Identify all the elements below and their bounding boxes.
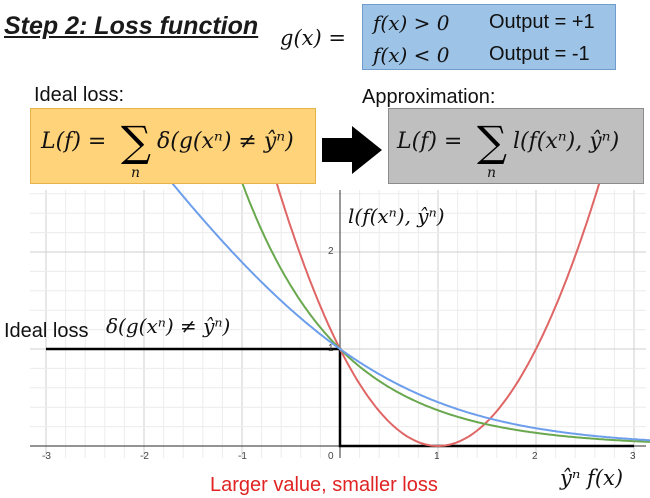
case-negative-cond: f(x) < 0 — [373, 43, 450, 67]
case-negative-output: Output = -1 — [489, 43, 590, 65]
plot-series — [46, 169, 650, 448]
logistic-loss-curve — [160, 169, 650, 442]
plot-grid — [30, 190, 646, 458]
y-tick-label: 2 — [328, 246, 334, 257]
ideal-loss-axis-math: δ(g(xⁿ) ≠ ŷⁿ) — [106, 314, 231, 338]
x-tick-label: -3 — [42, 451, 51, 462]
ideal-loss-step — [46, 347, 634, 448]
x-tick-label: 1 — [434, 451, 440, 462]
approx-formula-lhs: L(f) = — [397, 129, 463, 154]
x-tick-label: 0 — [328, 451, 334, 462]
ideal-loss-formula-box: L(f) = ∑ n δ(g(xⁿ) ≠ ŷⁿ) — [30, 108, 316, 184]
exp-loss-curve — [237, 171, 650, 443]
ideal-formula-rhs: δ(g(xⁿ) ≠ ŷⁿ) — [157, 129, 294, 154]
approximation-label: Approximation: — [362, 86, 496, 108]
case-positive-cond: f(x) > 0 — [373, 11, 450, 35]
approx-loss-formula-box: L(f) = ∑ n l(f(xⁿ), ŷⁿ) — [388, 108, 644, 184]
case-positive: f(x) > 0 Output = +1 — [373, 11, 595, 35]
x-tick-label: 3 — [630, 451, 636, 462]
approx-formula-rhs: l(f(xⁿ), ŷⁿ) — [513, 129, 620, 154]
ideal-loss-axis-label: Ideal loss — [4, 320, 89, 342]
square-loss-curve — [272, 171, 604, 447]
ideal-formula-sub: n — [131, 165, 141, 181]
case-negative: f(x) < 0 Output = -1 — [373, 43, 590, 67]
g-definition-lhs: g(x) = — [280, 26, 346, 50]
right-arrow-icon — [322, 126, 382, 174]
ideal-formula-sigma: ∑ — [121, 117, 151, 166]
approx-formula-sigma: ∑ — [477, 117, 507, 166]
bottom-caption: Larger value, smaller loss — [210, 474, 438, 496]
page-title: Step 2: Loss function — [4, 12, 259, 40]
y-tick-label: 1 — [328, 343, 334, 354]
x-tick-label: -2 — [140, 451, 149, 462]
approx-formula-sub: n — [487, 165, 497, 181]
ideal-formula-lhs: L(f) = — [41, 129, 107, 154]
case-positive-output: Output = +1 — [489, 11, 595, 33]
x-axis-label: ŷⁿ f(x) — [560, 466, 624, 490]
ideal-loss-label: Ideal loss: — [34, 84, 125, 106]
g-definition-box: f(x) > 0 Output = +1 f(x) < 0 Output = -… — [362, 4, 616, 70]
x-tick-label: -1 — [238, 451, 247, 462]
curve-label: l(f(xⁿ), ŷⁿ) — [348, 204, 445, 228]
x-tick-label: 2 — [532, 451, 538, 462]
